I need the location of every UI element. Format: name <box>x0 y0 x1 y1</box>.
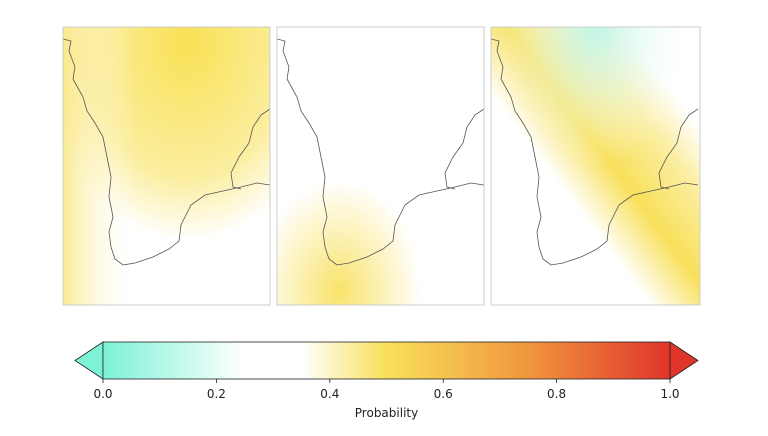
map-panel <box>62 26 271 306</box>
colorbar-extend <box>74 341 104 380</box>
map-panel <box>276 26 485 306</box>
tick-label: 0.6 <box>434 387 453 401</box>
tick-label: 0.8 <box>547 387 566 401</box>
map-panel <box>490 26 701 306</box>
tick-label: 1.0 <box>660 387 679 401</box>
tick-label: 0.4 <box>320 387 339 401</box>
colorbar-extend <box>669 341 699 380</box>
colorbar: Probability 0.0 0.2 0.4 0.6 0.8 1.0 <box>74 341 699 420</box>
tick-label: 0.2 <box>207 387 226 401</box>
colorbar-body <box>102 341 671 380</box>
colorbar-label: Probability <box>355 406 418 420</box>
tick-label: 0.0 <box>93 387 112 401</box>
